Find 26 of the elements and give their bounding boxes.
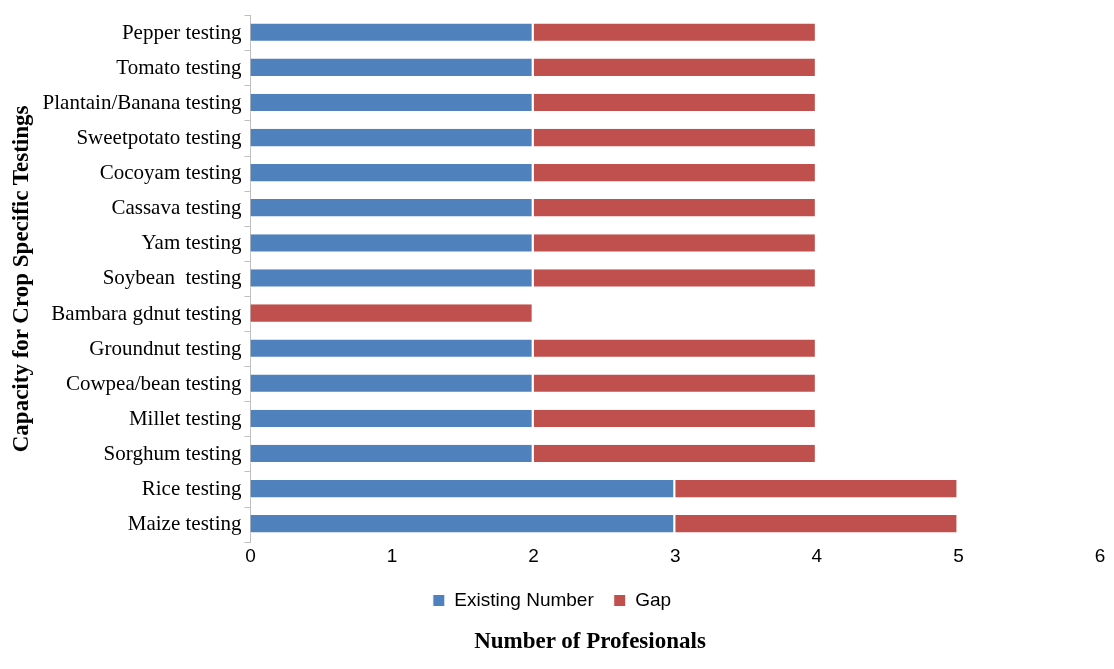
y-tick-label: Groundnut testing	[89, 335, 242, 360]
x-tick-label: 6	[1094, 544, 1106, 566]
y-tick-label: Sorghum testing	[103, 440, 242, 465]
y-tick-label: Yam testing	[141, 230, 242, 255]
y-tick-label: Sweetpotato testing	[76, 124, 242, 149]
legend-label: Existing Number	[454, 588, 595, 610]
x-tick-label: 4	[811, 544, 823, 566]
x-tick-label: 0	[245, 544, 256, 566]
y-tick-label: Millet testing	[128, 405, 242, 430]
y-tick-label: Pepper testing	[121, 19, 242, 44]
y-tick-label: Tomato testing	[116, 54, 242, 79]
x-tick-label: 3	[669, 544, 681, 566]
y-tick-label: Cocoyam testing	[99, 160, 242, 185]
y-tick-label: Plantain/Banana testing	[42, 89, 242, 114]
y-tick-label: Cassava testing	[111, 195, 242, 220]
y-tick-label: Soybean testing	[102, 265, 242, 290]
x-axis-title: Number of Profesionals	[473, 628, 707, 654]
x-tick-label: 2	[528, 544, 539, 566]
x-tick-label: 1	[386, 544, 398, 566]
y-tick-label: Rice testing	[141, 476, 242, 501]
legend-label: Gap	[635, 588, 672, 610]
y-tick-label: Bambara gdnut testing	[51, 300, 242, 325]
y-tick-label: Maize testing	[127, 511, 242, 536]
y-axis-title: Capacity for Crop Specific Testings	[7, 105, 33, 453]
x-tick-label: 5	[953, 544, 964, 566]
y-tick-label: Cowpea/bean testing	[65, 370, 242, 395]
